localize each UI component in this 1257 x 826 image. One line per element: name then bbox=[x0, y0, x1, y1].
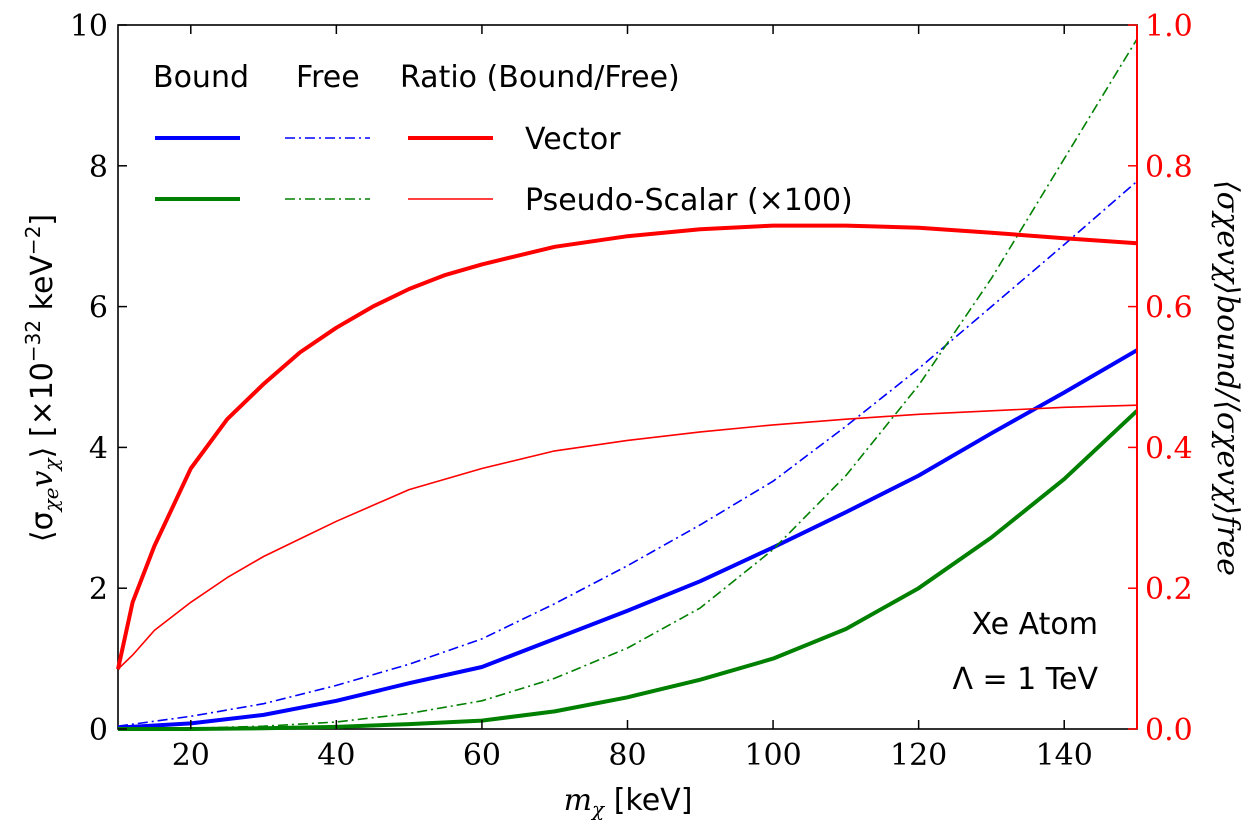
x-tick-label: 140 bbox=[1036, 738, 1093, 773]
y-right-tick-label: 0.4 bbox=[1145, 431, 1193, 466]
x-tick-label: 100 bbox=[744, 738, 801, 773]
y-right-tick-label: 0.6 bbox=[1145, 291, 1193, 326]
series-line-pseudo_bound bbox=[118, 409, 1139, 731]
y-right-tick-label: 1.0 bbox=[1145, 9, 1193, 44]
legend-header-ratio: Ratio (Bound/Free) bbox=[400, 60, 680, 95]
y-left-tick-label: 4 bbox=[89, 431, 108, 466]
legend-label-vector: Vector bbox=[525, 122, 621, 157]
legend: Bound Free Ratio (Bound/Free) Vector Pse… bbox=[153, 60, 853, 218]
y-right-tick-label: 0.2 bbox=[1145, 572, 1193, 607]
annotation-lambda: Λ = 1 TeV bbox=[952, 662, 1098, 697]
series-line-vector_ratio bbox=[116, 223, 1138, 670]
x-tick-label: 20 bbox=[172, 738, 210, 773]
series-line-vector_bound bbox=[117, 348, 1139, 730]
x-axis-label: mχ [keV] bbox=[564, 783, 693, 821]
y-right-tick-label: 0.8 bbox=[1145, 150, 1193, 185]
y-left-tick-label: 8 bbox=[89, 150, 108, 185]
legend-label-pseudo: Pseudo-Scalar (×100) bbox=[525, 183, 853, 218]
x-tick-label: 80 bbox=[608, 738, 646, 773]
series-line-pseudo_free bbox=[117, 38, 1138, 730]
y-axis-right: 0.0 0.2 0.4 0.6 0.8 1.0 bbox=[1128, 9, 1193, 748]
series-line-vector_free bbox=[117, 180, 1138, 727]
legend-header-bound: Bound bbox=[153, 60, 249, 95]
x-tick-label: 40 bbox=[317, 738, 355, 773]
x-tick-label: 60 bbox=[463, 738, 501, 773]
y-axis-left-label: ⟨σχevχ⟩ [×10−32 keV−2] bbox=[21, 214, 63, 542]
series-layer bbox=[116, 38, 1139, 731]
x-tick-label: 120 bbox=[890, 738, 947, 773]
y-right-tick-label: 0.0 bbox=[1145, 713, 1193, 748]
y-left-tick-label: 2 bbox=[89, 572, 108, 607]
y-left-tick-label: 6 bbox=[89, 291, 108, 326]
y-axis-right-label: ⟨σχevχ⟩bound/⟨σχevχ⟩free bbox=[1210, 180, 1245, 576]
annotation-atom: Xe Atom bbox=[971, 607, 1098, 642]
legend-header-free: Free bbox=[296, 60, 360, 95]
y-left-tick-label: 0 bbox=[89, 713, 108, 748]
y-axis-left: 0 2 4 6 8 10 bbox=[70, 9, 127, 748]
x-axis: 20 40 60 80 100 120 140 bbox=[172, 25, 1093, 773]
y-left-tick-label: 10 bbox=[70, 9, 108, 44]
series-line-pseudo_ratio bbox=[117, 404, 1138, 670]
